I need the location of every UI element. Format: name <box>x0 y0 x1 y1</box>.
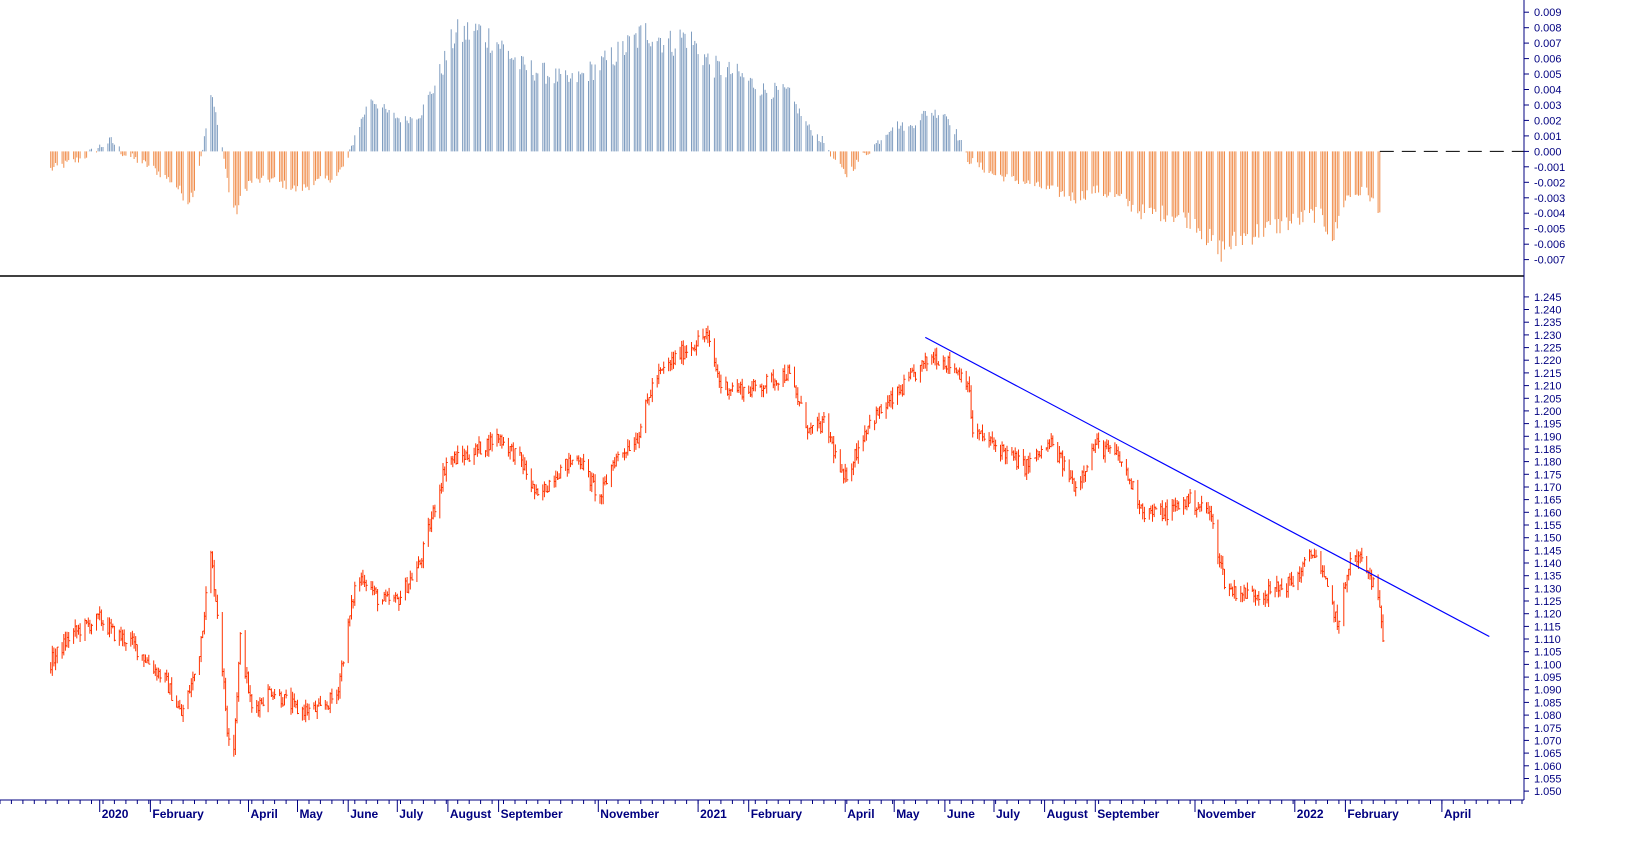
oscillator-y-tick-label: 0.003 <box>1534 100 1562 112</box>
oscillator-y-tick-label: 0.009 <box>1534 7 1562 19</box>
oscillator-y-tick-label: -0.002 <box>1534 177 1565 189</box>
x-tick-label: August <box>1047 807 1088 821</box>
oscillator-y-tick-label: -0.001 <box>1534 162 1565 174</box>
price-y-tick-label: 1.175 <box>1534 469 1562 481</box>
oscillator-y-tick-label: 0.001 <box>1534 131 1562 143</box>
x-tick-label: 2021 <box>700 807 727 821</box>
x-tick-label: November <box>600 807 659 821</box>
x-tick-label: February <box>152 807 204 821</box>
x-tick-label: February <box>1347 807 1399 821</box>
x-tick-label: 2020 <box>102 807 129 821</box>
oscillator-y-tick-label: -0.007 <box>1534 255 1565 267</box>
x-axis: 2020 February April May June July August Septem… <box>0 800 1523 821</box>
price-y-tick-label: 1.210 <box>1534 381 1562 393</box>
price-y-tick-label: 1.065 <box>1534 748 1562 760</box>
price-y-axis: 1.2451.2401.2351.2301.2251.2201.2151.210… <box>1524 292 1562 798</box>
price-y-tick-label: 1.105 <box>1534 647 1562 659</box>
price-bars <box>50 325 1385 757</box>
price-y-tick-label: 1.235 <box>1534 317 1562 329</box>
price-y-tick-label: 1.240 <box>1534 305 1562 317</box>
oscillator-y-tick-label: 0.008 <box>1534 23 1562 35</box>
price-y-tick-label: 1.115 <box>1534 621 1561 633</box>
price-y-tick-label: 1.180 <box>1534 457 1562 469</box>
oscillator-y-tick-label: -0.004 <box>1534 208 1565 220</box>
oscillator-y-tick-label: 0.004 <box>1534 85 1562 97</box>
oscillator-y-tick-label: 0.002 <box>1534 115 1562 127</box>
price-y-tick-label: 1.160 <box>1534 507 1562 519</box>
x-tick-label: April <box>847 807 874 821</box>
oscillator-bars <box>50 19 1381 262</box>
price-y-tick-label: 1.055 <box>1534 774 1562 786</box>
price-y-tick-label: 1.090 <box>1534 685 1562 697</box>
x-tick-label: February <box>751 807 803 821</box>
price-y-tick-label: 1.225 <box>1534 343 1562 355</box>
price-y-tick-label: 1.145 <box>1534 545 1562 557</box>
x-tick-label: June <box>350 807 378 821</box>
trendline <box>925 336 1490 638</box>
price-y-tick-label: 1.110 <box>1534 634 1561 646</box>
x-tick-label: April <box>1444 807 1471 821</box>
x-tick-label: September <box>501 807 563 821</box>
price-y-tick-label: 1.230 <box>1534 330 1562 342</box>
oscillator-y-tick-label: -0.003 <box>1534 193 1565 205</box>
price-y-tick-label: 1.150 <box>1534 533 1562 545</box>
x-tick-label: May <box>300 807 324 821</box>
price-y-tick-label: 1.095 <box>1534 672 1562 684</box>
x-tick-label: September <box>1097 807 1159 821</box>
oscillator-y-tick-label: -0.005 <box>1534 224 1565 236</box>
price-y-tick-label: 1.205 <box>1534 393 1562 405</box>
price-y-tick-label: 1.170 <box>1534 482 1562 494</box>
price-y-tick-label: 1.130 <box>1534 583 1562 595</box>
price-y-tick-label: 1.220 <box>1534 355 1562 367</box>
oscillator-y-tick-label: 0.007 <box>1534 38 1562 50</box>
price-y-tick-label: 1.135 <box>1534 571 1562 583</box>
x-tick-label: June <box>947 807 975 821</box>
price-y-tick-label: 1.195 <box>1534 419 1562 431</box>
x-tick-label: November <box>1197 807 1256 821</box>
price-y-tick-label: 1.070 <box>1534 735 1562 747</box>
oscillator-y-axis: 0.009 0.008 0.007 0.006 0.005 0.004 0.003 0.002… <box>1524 7 1565 267</box>
x-tick-label: 2022 <box>1297 807 1324 821</box>
price-y-tick-label: 1.190 <box>1534 431 1562 443</box>
price-y-tick-label: 1.075 <box>1534 723 1562 735</box>
price-y-tick-label: 1.155 <box>1534 520 1562 532</box>
price-y-tick-label: 1.125 <box>1534 596 1562 608</box>
price-y-tick-label: 1.120 <box>1534 609 1562 621</box>
price-y-tick-label: 1.100 <box>1534 659 1562 671</box>
x-tick-label: July <box>996 807 1020 821</box>
price-y-tick-label: 1.085 <box>1534 697 1562 709</box>
oscillator-y-tick-label: 0.005 <box>1534 69 1562 81</box>
oscillator-y-tick-label: -0.006 <box>1534 239 1565 251</box>
price-y-tick-label: 1.080 <box>1534 710 1562 722</box>
price-y-tick-label: 1.140 <box>1534 558 1562 570</box>
price-y-tick-label: 1.050 <box>1534 786 1562 798</box>
price-y-tick-label: 1.215 <box>1534 368 1562 380</box>
price-y-tick-label: 1.200 <box>1534 406 1562 418</box>
x-tick-label: April <box>251 807 278 821</box>
price-y-tick-label: 1.060 <box>1534 761 1562 773</box>
oscillator-y-tick-label: 0.006 <box>1534 54 1562 66</box>
x-tick-label: August <box>450 807 491 821</box>
price-y-tick-label: 1.165 <box>1534 495 1562 507</box>
oscillator-y-tick-label: 0.000 <box>1534 146 1562 158</box>
price-y-tick-label: 1.185 <box>1534 444 1562 456</box>
price-y-tick-label: 1.245 <box>1534 292 1562 304</box>
x-tick-label: May <box>896 807 920 821</box>
x-tick-label: July <box>399 807 423 821</box>
